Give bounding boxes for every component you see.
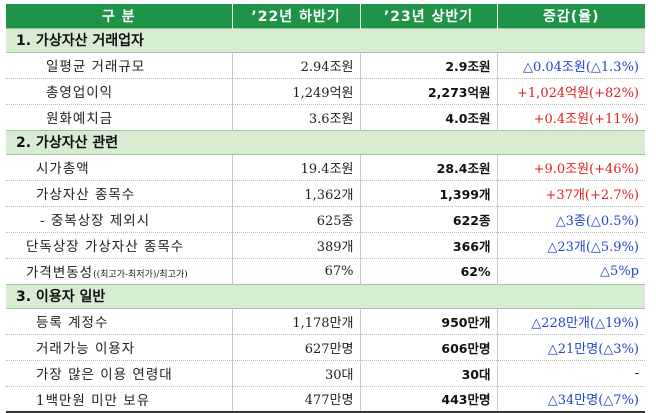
row-label: 가상자산 종목수 [6,180,233,207]
change-value: △3종(△0.5%) [497,206,645,233]
change-value: +1,024억원(+82%) [497,78,645,105]
section-header: 3. 이용자 일반 [6,283,645,309]
prev-value: 389개 [232,232,361,259]
curr-value: 950만개 [360,308,498,335]
section-title: 3. 이용자 일반 [6,283,645,309]
curr-value: 622종 [360,206,498,233]
table-row: 원화예치금 3.6조원 4.0조원 +0.4조원(+11%) [6,104,645,131]
header-2022h2: ’22년 하반기 [232,4,361,28]
curr-value: 443만명 [360,386,498,413]
prev-value: 67% [232,258,361,285]
prev-value: 625종 [232,206,361,233]
table-row: 일평균 거래규모 2.94조원 2.9조원 △0.04조원(△1.3%) [6,52,645,79]
change-value: - [497,360,645,387]
row-label: 거래가능 이용자 [6,334,233,361]
row-label: 총영업이익 [6,78,233,105]
change-value: △228만개(△19%) [497,308,645,335]
prev-value: 30대 [232,360,361,387]
prev-value: 2.94조원 [232,52,361,79]
curr-value: 62% [360,258,498,285]
change-value: △21만명(△3%) [497,334,645,361]
header-change: 증감(율) [543,8,600,25]
curr-value: 606만명 [360,334,498,361]
header-2023h1: ’23년 상반기 [360,4,498,28]
row-label: 원화예치금 [6,104,233,131]
change-value: △23개(△5.9%) [497,232,645,259]
change-value: +37개(+2.7%) [497,180,645,207]
table-row: 총영업이익 1,249억원 2,273억원 +1,024억원(+82%) [6,78,645,105]
change-value: △5%p [497,258,645,285]
section-header: 2. 가상자산 관련 [6,129,645,155]
row-label: - 중복상장 제외시 [6,206,233,233]
section-title: 2. 가상자산 관련 [6,129,645,155]
header-category: 구 분 [6,4,233,28]
change-value: +0.4조원(+11%) [497,104,645,131]
table-row: 가장 많은 이용 연령대 30대 30대 - [6,360,645,387]
curr-value: 366개 [360,232,498,259]
row-label: 등록 계정수 [6,308,233,335]
row-label: 가장 많은 이용 연령대 [6,360,233,387]
row-label: 단독상장 가상자산 종목수 [6,232,233,259]
statistics-table-container: 구 분 ’22년 하반기 ’23년 상반기 증감(율) 1. 가상자산 거래업자… [6,4,645,413]
row-label: 시가총액 [6,154,233,181]
prev-value: 1,249억원 [232,78,361,105]
row-label: 일평균 거래규모 [6,52,233,79]
prev-value: 3.6조원 [232,104,361,131]
table-row: 가상자산 종목수 1,362개 1,399개 +37개(+2.7%) [6,180,645,207]
section-header: 1. 가상자산 거래업자 [6,27,645,53]
change-value: +9.0조원(+46%) [497,154,645,181]
table-row: 거래가능 이용자 627만명 606만명 △21만명(△3%) [6,334,645,361]
prev-value: 19.4조원 [232,154,361,181]
table-header-row: 구 분 ’22년 하반기 ’23년 상반기 증감(율) [6,4,645,28]
section-title: 1. 가상자산 거래업자 [6,27,645,53]
curr-value: 28.4조원 [360,154,498,181]
row-label-note: ((최고가-최저가)/최고가) [93,270,188,280]
row-label: 1백만원 미만 보유 [6,386,233,413]
curr-value: 2.9조원 [360,52,498,79]
curr-value: 1,399개 [360,180,498,207]
prev-value: 1,362개 [232,180,361,207]
table-row: 가격변동성((최고가-최저가)/최고가) 67% 62% △5%p [6,258,645,285]
curr-value: 2,273억원 [360,78,498,105]
table-row: 시가총액 19.4조원 28.4조원 +9.0조원(+46%) [6,154,645,181]
table-row: - 중복상장 제외시 625종 622종 △3종(△0.5%) [6,206,645,233]
table-row: 1백만원 미만 보유 477만명 443만명 △34만명(△7%) [6,386,645,413]
table-row: 단독상장 가상자산 종목수 389개 366개 △23개(△5.9%) [6,232,645,259]
row-label: 가격변동성((최고가-최저가)/최고가) [6,258,233,285]
table-row: 등록 계정수 1,178만개 950만개 △228만개(△19%) [6,308,645,335]
curr-value: 4.0조원 [360,104,498,131]
change-value: △0.04조원(△1.3%) [497,52,645,79]
prev-value: 477만명 [232,386,361,413]
curr-value: 30대 [360,360,498,387]
statistics-table: 구 분 ’22년 하반기 ’23년 상반기 증감(율) 1. 가상자산 거래업자… [6,4,645,413]
prev-value: 1,178만개 [232,308,361,335]
row-label-main: 가격변동성 [26,265,94,281]
change-value: △34만명(△7%) [497,386,645,413]
prev-value: 627만명 [232,334,361,361]
